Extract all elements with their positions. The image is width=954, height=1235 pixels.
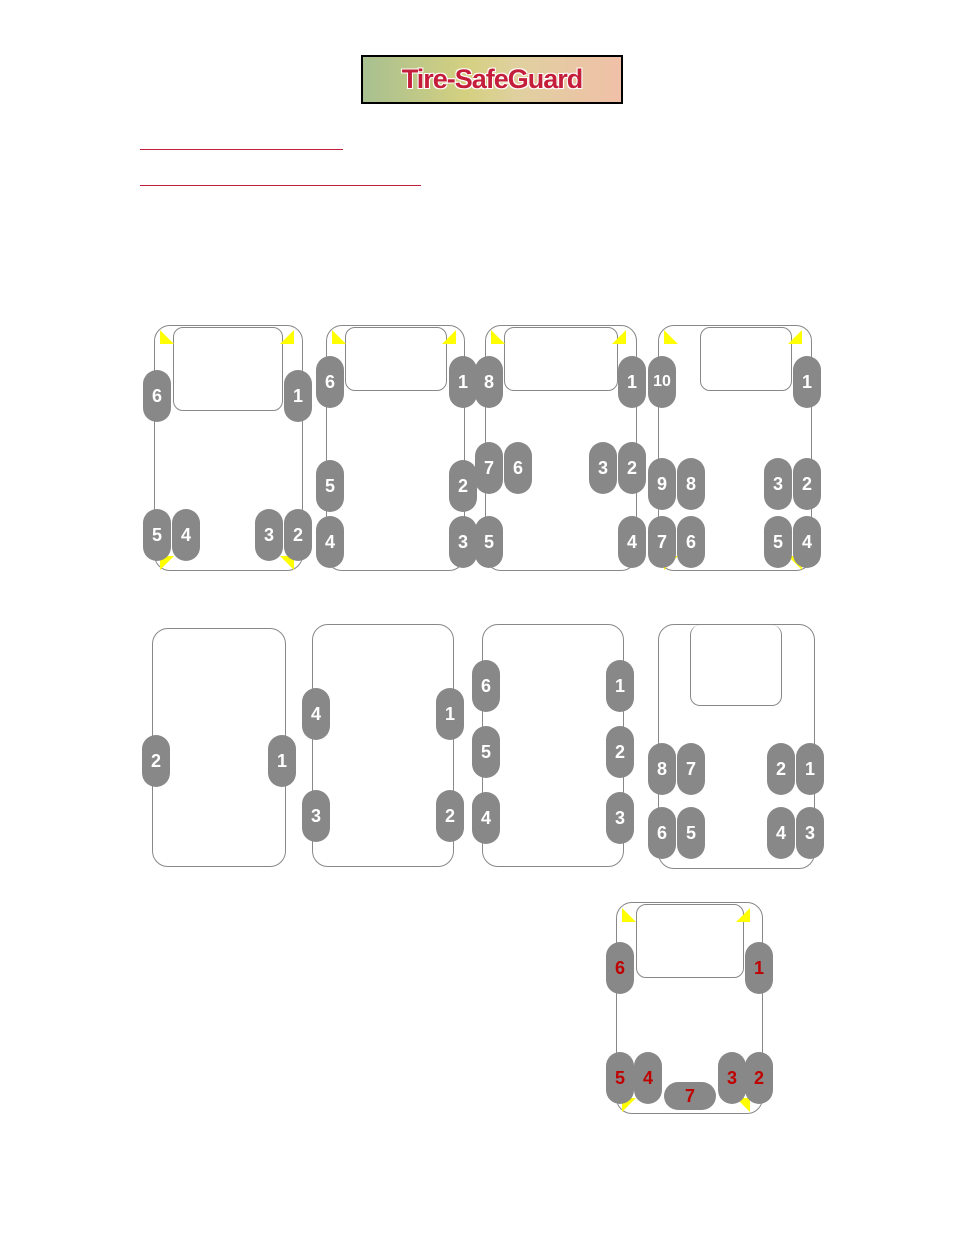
tire-d4-5: 5: [764, 516, 792, 568]
tire-d8-5: 5: [677, 807, 705, 859]
link-1[interactable]: [140, 148, 343, 150]
tire-d3-8: 8: [475, 356, 503, 408]
tire-d6-1: 1: [436, 688, 464, 740]
tire-d9-5: 5: [606, 1052, 634, 1104]
tire-d9-4: 4: [634, 1052, 662, 1104]
tire-d1-3: 3: [255, 509, 283, 561]
marker-d2: [332, 330, 346, 344]
marker-d4: [788, 330, 802, 344]
tire-d3-2: 2: [618, 442, 646, 494]
spare-tire-d9: 7: [664, 1082, 716, 1110]
tire-d2-1: 1: [449, 356, 477, 408]
tire-d7-2: 2: [606, 726, 634, 778]
tire-d3-4: 4: [618, 516, 646, 568]
marker-d9: [622, 908, 636, 922]
tire-d4-1: 1: [793, 356, 821, 408]
chassis-d6: [312, 624, 454, 867]
tire-d3-5: 5: [475, 516, 503, 568]
cab-d3: [504, 327, 618, 391]
cab-d8: [690, 625, 782, 706]
tire-d2-5: 5: [316, 460, 344, 512]
cab-d2: [345, 327, 447, 391]
tire-d1-2: 2: [284, 509, 312, 561]
marker-d9: [736, 908, 750, 922]
tire-d2-4: 4: [316, 516, 344, 568]
tire-d1-4: 4: [172, 509, 200, 561]
tire-d4-10: 10: [648, 356, 676, 408]
tire-d8-3: 3: [796, 807, 824, 859]
logo-text: Tire-SafeGuard: [402, 64, 583, 95]
tire-d6-4: 4: [302, 688, 330, 740]
marker-d1: [160, 330, 174, 344]
tire-d6-2: 2: [436, 790, 464, 842]
logo: Tire-SafeGuard: [361, 55, 623, 104]
tire-d4-6: 6: [677, 516, 705, 568]
tire-d1-5: 5: [143, 509, 171, 561]
tire-d7-5: 5: [472, 726, 500, 778]
tire-d4-3: 3: [764, 458, 792, 510]
tire-d3-3: 3: [589, 442, 617, 494]
tire-d4-4: 4: [793, 516, 821, 568]
tire-d7-3: 3: [606, 792, 634, 844]
cab-d4: [700, 327, 792, 391]
marker-d3: [612, 330, 626, 344]
tire-d4-2: 2: [793, 458, 821, 510]
tire-d4-8: 8: [677, 458, 705, 510]
tire-d7-4: 4: [472, 792, 500, 844]
marker-d3: [491, 330, 505, 344]
tire-d8-7: 7: [677, 743, 705, 795]
tire-d7-1: 1: [606, 660, 634, 712]
tire-d8-6: 6: [648, 807, 676, 859]
tire-d8-4: 4: [767, 807, 795, 859]
marker-d1: [280, 330, 294, 344]
cab-d1: [173, 327, 283, 411]
tire-d2-2: 2: [449, 460, 477, 512]
tire-d8-2: 2: [767, 743, 795, 795]
tire-d9-2: 2: [745, 1052, 773, 1104]
tire-d2-3: 3: [449, 516, 477, 568]
cab-d9: [636, 904, 744, 978]
tire-d7-6: 6: [472, 660, 500, 712]
chassis-d5: [152, 628, 286, 867]
chassis-d7: [482, 624, 624, 867]
marker-d2: [442, 330, 456, 344]
tire-d8-8: 8: [648, 743, 676, 795]
tire-d6-3: 3: [302, 790, 330, 842]
tire-d4-9: 9: [648, 458, 676, 510]
tire-d4-7: 7: [648, 516, 676, 568]
tire-d5-2: 2: [142, 735, 170, 787]
tire-d1-6: 6: [143, 370, 171, 422]
link-2[interactable]: [140, 184, 421, 186]
tire-d1-1: 1: [284, 370, 312, 422]
tire-d9-6: 6: [606, 942, 634, 994]
tire-d3-1: 1: [618, 356, 646, 408]
tire-d3-6: 6: [504, 442, 532, 494]
tire-d5-1: 1: [268, 735, 296, 787]
marker-d4: [664, 330, 678, 344]
tire-d9-3: 3: [718, 1052, 746, 1104]
tire-layout-page: Tire-SafeGuard 6154326152438176325410198…: [0, 0, 954, 1235]
tire-d9-1: 1: [745, 942, 773, 994]
tire-d3-7: 7: [475, 442, 503, 494]
tire-d8-1: 1: [796, 743, 824, 795]
tire-d2-6: 6: [316, 356, 344, 408]
